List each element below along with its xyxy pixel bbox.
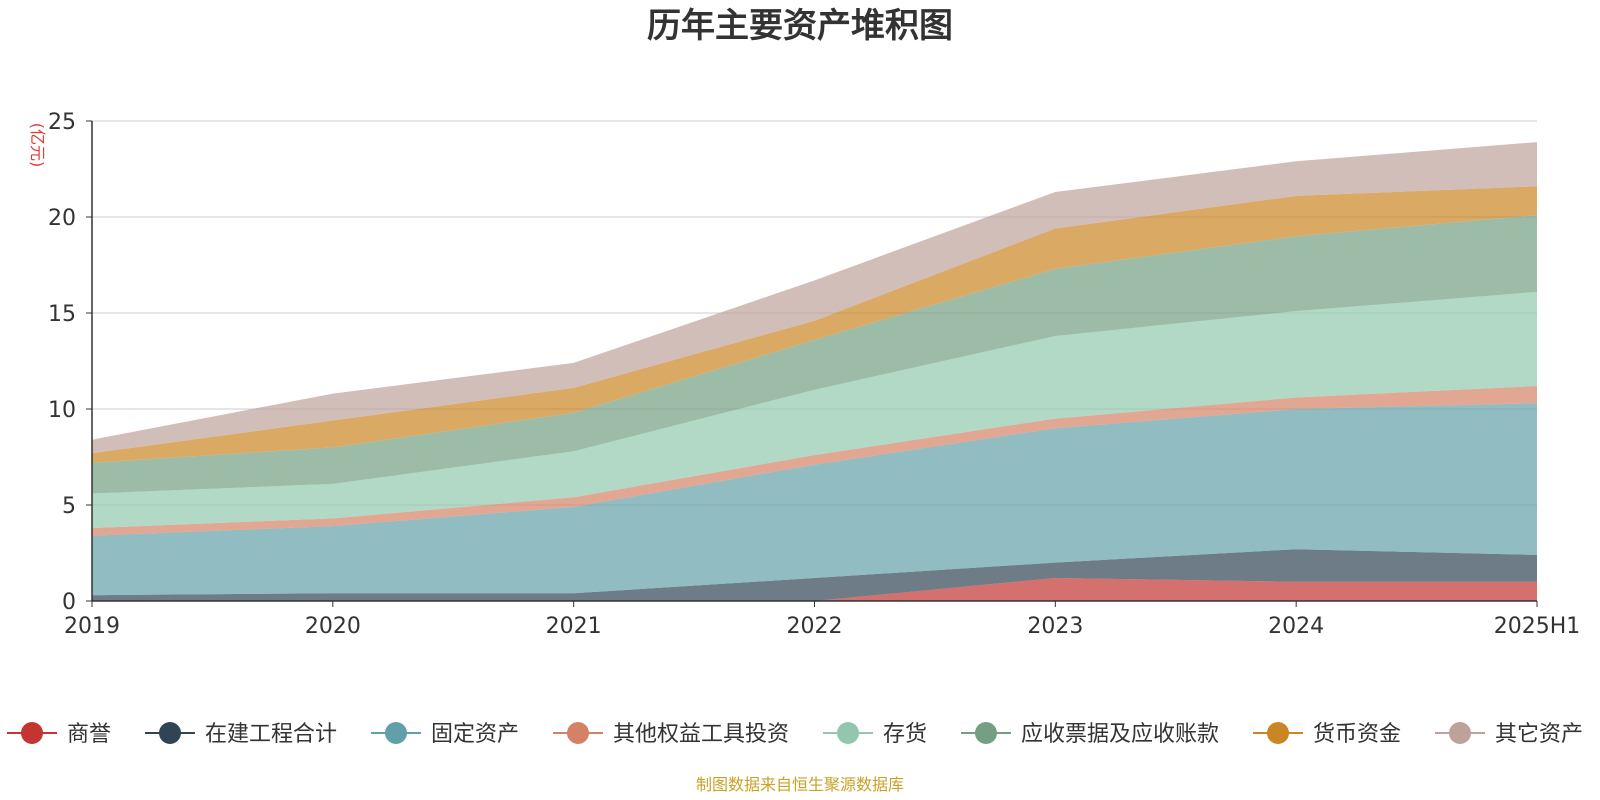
legend-marker bbox=[385, 722, 407, 744]
area-固定资产 bbox=[92, 403, 1537, 596]
legend-label: 其它资产 bbox=[1495, 722, 1583, 747]
x-tick-label: 2019 bbox=[64, 614, 120, 639]
legend-item: 商誉 bbox=[7, 722, 111, 747]
legend-item: 货币资金 bbox=[1253, 722, 1401, 747]
legend-marker bbox=[1267, 722, 1289, 744]
area-存货 bbox=[92, 291, 1537, 528]
y-axis-unit: (亿元) bbox=[28, 123, 47, 168]
y-tick-label: 15 bbox=[48, 302, 76, 327]
axes bbox=[91, 121, 1538, 607]
legend-item: 固定资产 bbox=[371, 722, 519, 747]
y-tick-label: 0 bbox=[62, 590, 76, 615]
legend-label: 固定资产 bbox=[431, 722, 519, 747]
legend-item: 应收票据及应收账款 bbox=[961, 722, 1219, 747]
legend-label: 其他权益工具投资 bbox=[613, 722, 789, 747]
legend-marker bbox=[21, 722, 43, 744]
legend-marker bbox=[1449, 722, 1471, 744]
legend-marker bbox=[975, 722, 997, 744]
legend-marker bbox=[837, 722, 859, 744]
legend-item: 存货 bbox=[823, 722, 927, 747]
legend-marker bbox=[567, 722, 589, 744]
x-tick-label: 2022 bbox=[787, 614, 843, 639]
legend-label: 应收票据及应收账款 bbox=[1021, 722, 1219, 747]
legend-label: 存货 bbox=[883, 722, 927, 747]
data-source-note: 制图数据来自恒生聚源数据库 bbox=[696, 775, 904, 794]
legend-label: 在建工程合计 bbox=[205, 722, 337, 747]
y-tick-label: 25 bbox=[48, 110, 76, 135]
legend-item: 其他权益工具投资 bbox=[553, 722, 789, 747]
x-tick-label: 2020 bbox=[305, 614, 361, 639]
y-tick-label: 5 bbox=[62, 494, 76, 519]
x-tick-label: 2021 bbox=[546, 614, 602, 639]
area-商誉 bbox=[92, 578, 1537, 601]
chart-title: 历年主要资产堆积图 bbox=[647, 6, 953, 46]
legend-item: 在建工程合计 bbox=[145, 722, 337, 747]
area-其它资产 bbox=[92, 142, 1537, 454]
legend-label: 商誉 bbox=[67, 722, 111, 747]
legend-item: 其它资产 bbox=[1435, 722, 1583, 747]
y-tick-label: 20 bbox=[48, 206, 76, 231]
x-tick-label: 2023 bbox=[1027, 614, 1083, 639]
area-在建工程合计 bbox=[92, 549, 1537, 601]
legend: 商誉 在建工程合计 固定资产 其他权益工具投资 存货 应收票据及应收账款 货币资金 其它资产 bbox=[7, 722, 1583, 747]
area-应收票据及应收账款 bbox=[92, 215, 1537, 494]
area-其他权益工具投资 bbox=[92, 386, 1537, 536]
legend-marker bbox=[159, 722, 181, 744]
y-tick-label: 10 bbox=[48, 398, 76, 423]
y-tick-labels: 0 5 10 15 20 25 bbox=[48, 110, 76, 615]
area-series bbox=[92, 142, 1537, 601]
area-货币资金 bbox=[92, 186, 1537, 463]
x-tick-labels: 2019 2020 2021 2022 2023 2024 2025H1 bbox=[64, 614, 1580, 639]
legend-label: 货币资金 bbox=[1313, 722, 1401, 747]
x-tick-label: 2024 bbox=[1268, 614, 1324, 639]
x-tick-label: 2025H1 bbox=[1494, 614, 1581, 639]
